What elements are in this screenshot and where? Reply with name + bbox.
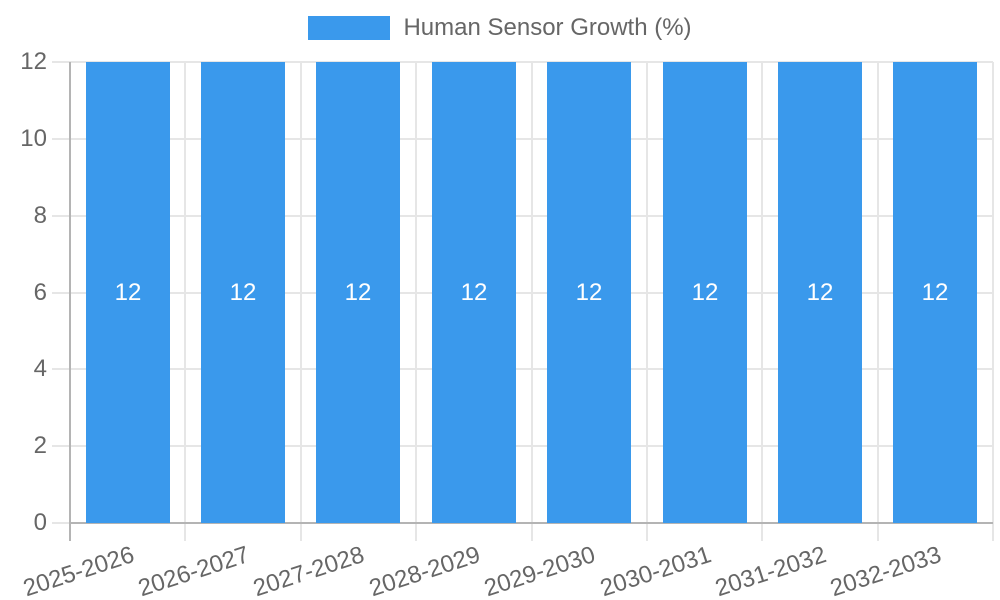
x-gridline (415, 62, 418, 541)
x-tick-label: 2026-2027 (135, 541, 253, 600)
legend: Human Sensor Growth (%) (0, 14, 1000, 41)
y-gridline (52, 291, 993, 294)
bar[interactable] (663, 62, 747, 523)
bar[interactable] (893, 62, 977, 523)
x-gridline (992, 62, 994, 541)
y-gridline (52, 214, 993, 217)
y-tick-label: 10 (20, 124, 47, 152)
y-gridline (52, 445, 993, 448)
y-tick-label: 4 (33, 355, 47, 383)
legend-swatch[interactable] (308, 16, 391, 41)
legend-label[interactable]: Human Sensor Growth (%) (403, 14, 692, 41)
x-tick-label: 2029-2030 (481, 541, 599, 600)
y-tick-label: 8 (33, 201, 47, 229)
bar-value-label: 12 (921, 279, 949, 306)
bar[interactable] (316, 62, 400, 523)
y-tick-label: 12 (20, 48, 47, 75)
bar-value-label: 12 (229, 279, 257, 306)
x-gridline (299, 62, 302, 541)
bar-value-label: 12 (114, 279, 142, 306)
y-tick-label: 2 (33, 432, 47, 460)
bar[interactable] (547, 62, 631, 523)
bar[interactable] (86, 62, 170, 523)
y-tick-label: 0 (33, 509, 47, 536)
x-axis-border (70, 522, 993, 524)
bar[interactable] (432, 62, 516, 523)
bar-value-label: 12 (460, 279, 488, 306)
bar-value-label: 12 (691, 279, 719, 306)
x-tick-label: 2031-2032 (712, 541, 830, 600)
bar[interactable] (778, 62, 862, 523)
y-gridline (52, 368, 993, 371)
bar-value-label: 12 (806, 279, 834, 306)
x-gridline (184, 62, 187, 541)
x-tick-label: 2032-2033 (827, 541, 945, 600)
bar-value-label: 12 (344, 279, 372, 306)
x-tick-label: 2028-2029 (366, 541, 484, 600)
x-gridline (530, 62, 533, 541)
y-axis-border (69, 62, 71, 541)
y-gridline (52, 137, 993, 140)
x-tick-label: 2025-2026 (20, 541, 138, 600)
y-tick-label: 6 (33, 278, 47, 306)
x-tick-label: 2030-2031 (597, 541, 715, 600)
y-gridline (52, 61, 993, 63)
x-gridline (761, 62, 764, 541)
x-gridline (645, 62, 648, 541)
x-tick-label: 2027-2028 (250, 541, 368, 600)
bar-value-label: 12 (575, 279, 603, 306)
bar[interactable] (201, 62, 285, 523)
x-gridline (876, 62, 879, 541)
